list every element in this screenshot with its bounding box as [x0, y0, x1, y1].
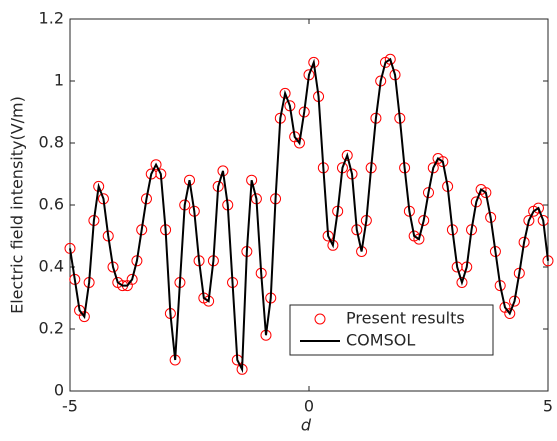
data-point [150, 159, 162, 171]
data-point [384, 53, 396, 65]
y-tick-label: 0.8 [39, 133, 64, 152]
data-point [523, 215, 535, 226]
x-tick-label: 5 [543, 397, 553, 416]
x-tick-label: -5 [62, 397, 78, 416]
y-tick-label: 0 [54, 381, 64, 400]
x-tick-label: 0 [304, 397, 314, 416]
y-axis-label: Electric field intensity(V/m) [8, 96, 27, 314]
y-tick-label: 0.4 [39, 257, 64, 276]
y-tick-label: 0.6 [39, 195, 64, 214]
y-tick-label: 1.2 [39, 9, 64, 28]
x-axis-label: d [301, 416, 312, 435]
data-point [413, 233, 425, 245]
data-point [126, 273, 138, 285]
y-tick-label: 1 [54, 71, 64, 90]
data-point [341, 149, 353, 161]
data-line [69, 57, 549, 374]
y-tick-label: 0.2 [39, 319, 64, 338]
data-point [504, 308, 516, 319]
legend-label: Present results [346, 309, 465, 328]
data-point [532, 202, 544, 214]
data-point [456, 277, 468, 288]
legend-marker [314, 313, 326, 325]
legend-box [289, 304, 494, 356]
legend-label: COMSOL [346, 331, 415, 350]
